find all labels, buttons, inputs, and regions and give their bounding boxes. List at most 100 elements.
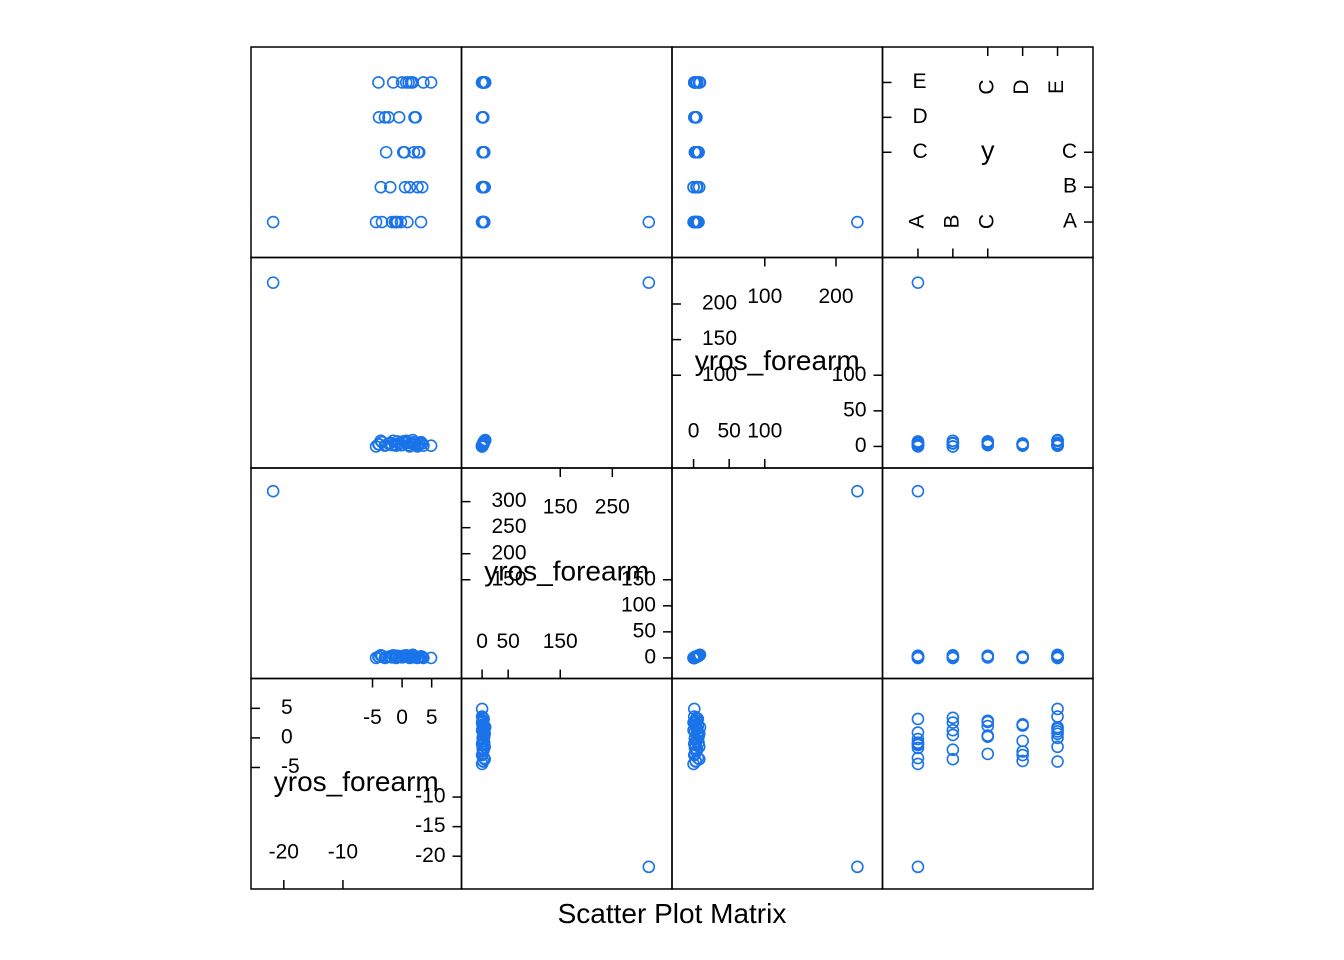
- panel-border: [250, 467, 463, 680]
- panel-border: [460, 256, 673, 469]
- tick-label: 50: [496, 630, 519, 653]
- panel-border: [881, 467, 1094, 680]
- data-point: [692, 215, 705, 229]
- data-point: [386, 76, 400, 89]
- tick-label: 150: [492, 567, 527, 590]
- tick-label: C: [1062, 140, 1077, 163]
- data-point: [391, 215, 404, 229]
- data-point: [1016, 734, 1029, 748]
- data-point: [398, 180, 412, 194]
- tick-label: 0: [281, 725, 293, 748]
- data-point: [372, 76, 385, 89]
- tick-label: -5: [363, 706, 382, 729]
- panel-border: [881, 677, 1094, 890]
- data-point: [981, 650, 995, 664]
- tick-label: C: [913, 140, 928, 163]
- data-point: [398, 650, 412, 663]
- data-point: [415, 180, 429, 194]
- data-point: [412, 145, 426, 159]
- data-point: [911, 435, 925, 448]
- tick-label: B: [1063, 175, 1077, 198]
- data-point: [981, 747, 995, 761]
- data-point: [378, 651, 392, 665]
- tick-label: C: [975, 214, 998, 229]
- tick-label: 250: [492, 515, 527, 538]
- data-point: [911, 650, 925, 664]
- data-point: [1051, 434, 1064, 448]
- data-point: [687, 651, 701, 665]
- data-point: [1051, 439, 1064, 453]
- tick-label: -10: [328, 841, 358, 864]
- data-point: [375, 215, 389, 229]
- data-point: [1016, 745, 1029, 758]
- data-point: [476, 145, 490, 159]
- data-point: [911, 276, 925, 289]
- tick-label: 250: [595, 496, 630, 519]
- data-point: [411, 180, 424, 194]
- data-point: [946, 650, 960, 663]
- tick-label: 50: [717, 420, 740, 443]
- data-point: [477, 180, 490, 194]
- data-point: [417, 76, 430, 89]
- tick-label: 50: [633, 619, 656, 642]
- data-point: [851, 860, 864, 874]
- data-point: [692, 736, 705, 749]
- data-point: [478, 727, 492, 741]
- data-point: [1016, 719, 1029, 732]
- tick-label: E: [1045, 80, 1068, 94]
- data-point: [1016, 748, 1029, 762]
- data-point: [689, 719, 702, 732]
- data-point: [372, 111, 386, 124]
- data-point: [946, 711, 960, 725]
- data-point: [383, 180, 397, 194]
- data-point: [642, 276, 656, 289]
- tick-label: A: [1063, 210, 1077, 233]
- data-point: [687, 748, 701, 762]
- tick-label: -20: [415, 844, 445, 867]
- tick-label: 100: [621, 593, 656, 616]
- tick-label: -5: [281, 755, 300, 778]
- data-point: [911, 736, 925, 749]
- panel-border: [671, 677, 884, 890]
- data-point: [476, 215, 490, 229]
- panel-border: [250, 46, 463, 259]
- tick-label: 150: [543, 496, 578, 519]
- data-point: [946, 723, 960, 737]
- data-point: [476, 754, 490, 768]
- data-point: [689, 754, 702, 768]
- data-point: [687, 702, 701, 716]
- panel-border: [671, 467, 884, 680]
- tick-label: 0: [476, 630, 488, 653]
- data-point: [266, 484, 280, 498]
- data-point: [382, 111, 395, 124]
- tick-label: 100: [831, 363, 866, 386]
- tick-label: -20: [269, 841, 299, 864]
- data-point: [981, 719, 995, 733]
- data-point: [402, 76, 415, 89]
- data-point: [475, 439, 489, 453]
- data-point: [408, 111, 421, 124]
- data-point: [369, 215, 383, 229]
- data-point: [642, 215, 656, 229]
- data-point: [372, 438, 386, 451]
- tick-label: A: [905, 214, 928, 228]
- panel-border: [460, 677, 673, 890]
- data-point: [1051, 740, 1064, 754]
- data-point: [946, 743, 960, 757]
- data-point: [851, 484, 864, 498]
- tick-label: 200: [818, 285, 853, 308]
- data-point: [981, 437, 995, 450]
- data-point: [1051, 710, 1064, 723]
- data-point: [424, 651, 438, 665]
- data-point: [946, 716, 960, 729]
- data-point: [1016, 754, 1029, 768]
- variable-name-label: yros_forearm: [695, 345, 860, 376]
- data-point: [476, 732, 490, 746]
- data-point: [391, 435, 404, 448]
- data-point: [1016, 651, 1029, 664]
- data-point: [911, 860, 925, 874]
- tick-label: B: [940, 214, 963, 228]
- data-point: [911, 741, 925, 755]
- data-point: [407, 145, 421, 159]
- tick-label: E: [913, 70, 927, 93]
